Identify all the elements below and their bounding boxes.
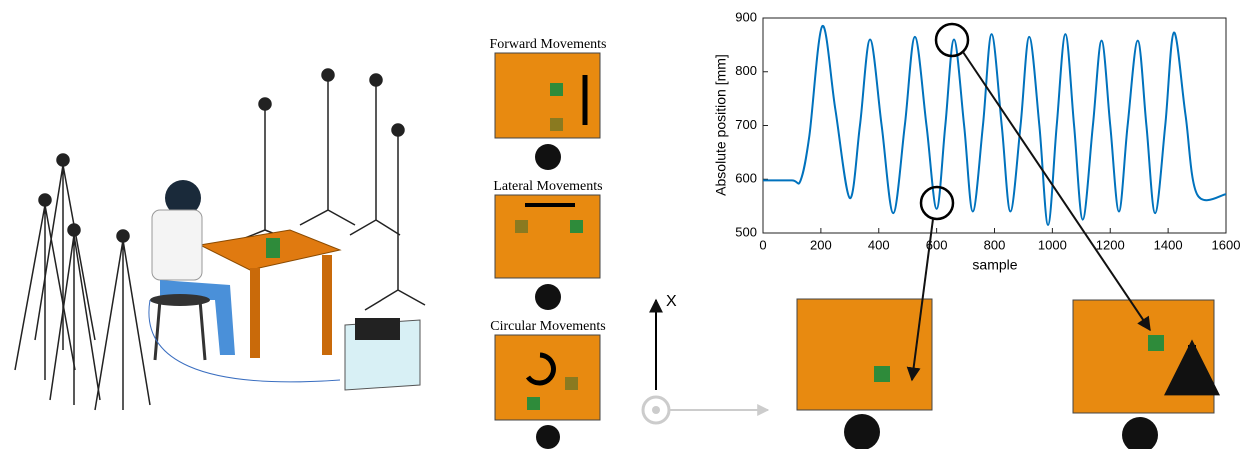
x-tick-label: 800	[984, 237, 1006, 252]
x-tick-label: 1600	[1212, 237, 1241, 252]
x-tick-label: 1000	[1038, 237, 1067, 252]
panel-title: Forward Movements	[489, 37, 606, 52]
y-tick-label: 800	[735, 63, 757, 78]
x-tick-label: 1200	[1096, 237, 1125, 252]
x-tick-label: 400	[868, 237, 890, 252]
axis-letter: X	[666, 293, 677, 310]
y-tick-label: 700	[735, 117, 757, 132]
x-tick-label: 1400	[1154, 237, 1183, 252]
figure: Forward Movements Lateral Movements Circ…	[0, 0, 1249, 449]
x-tick-label: 0	[759, 237, 766, 252]
x-axis-label: sample	[972, 257, 1017, 273]
panel-title: Circular Movements	[490, 319, 605, 334]
x-tick-label: 200	[810, 237, 832, 252]
y-tick-label: 500	[735, 224, 757, 239]
panel-title: Lateral Movements	[493, 179, 602, 194]
y-tick-label: 600	[735, 171, 757, 186]
y-axis-label: Absolute position [mm]	[713, 54, 729, 196]
y-tick-label: 900	[735, 9, 757, 24]
table-scene	[149, 180, 420, 390]
